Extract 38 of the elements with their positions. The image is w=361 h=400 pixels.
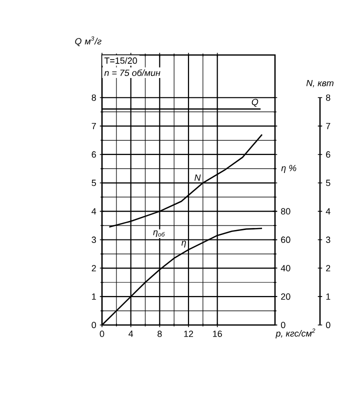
text: n = 75 об/мин (104, 69, 160, 76)
y3-tick-label: 80 (281, 208, 290, 214)
y3-tick-label: 20 (281, 293, 290, 300)
y3-tick-label: 0 (280, 322, 286, 328)
x-tick-label: 0 (100, 330, 104, 337)
y2-tick-label: 0 (326, 322, 330, 328)
y-tick-label: 0 (92, 322, 96, 328)
x-tick-label: 12 (184, 330, 194, 337)
y2-tick-label: 1 (326, 293, 330, 300)
y2-tick-label: 7 (326, 122, 330, 130)
y-tick-label: 8 (92, 94, 96, 101)
y2-tick-label: 4 (326, 208, 330, 214)
y2-tick-label: 5 (326, 180, 330, 186)
y3-tick-label: 60 (281, 236, 290, 243)
y-tick-label: 1 (92, 293, 96, 300)
y-tick-label: 3 (92, 236, 96, 243)
y2-tick-label: 6 (326, 151, 330, 158)
y2-tick-label: 8 (326, 94, 330, 101)
series-label: N (194, 174, 201, 181)
y-tick-label: 7 (92, 122, 96, 130)
x-tick-label: 4 (128, 330, 134, 337)
chart-title: T=15/20 (104, 57, 137, 64)
y-tick-label: 2 (92, 265, 96, 272)
y-tick-label: 6 (92, 151, 96, 158)
y3-axis-title: η % (281, 164, 296, 173)
y-axis-title: Q м$^{3}$/г (75, 36, 102, 46)
x-axis-title: p, кгс/см$^{2}$ (276, 328, 316, 338)
y2-axis-title: N, квт (306, 80, 334, 88)
y-tick-label: 4 (92, 208, 96, 214)
y2-tick-label: 2 (326, 265, 330, 272)
x-tick-label: 16 (213, 330, 222, 337)
y3-tick-label: 40 (280, 264, 290, 272)
y2-tick-label: 3 (326, 236, 330, 243)
annotation: η$_{об}$ (153, 230, 165, 238)
legend-label: Q (252, 98, 258, 107)
y-tick-label: 5 (92, 180, 96, 186)
series-label: η (181, 240, 186, 248)
x-tick-label: 8 (158, 330, 162, 337)
